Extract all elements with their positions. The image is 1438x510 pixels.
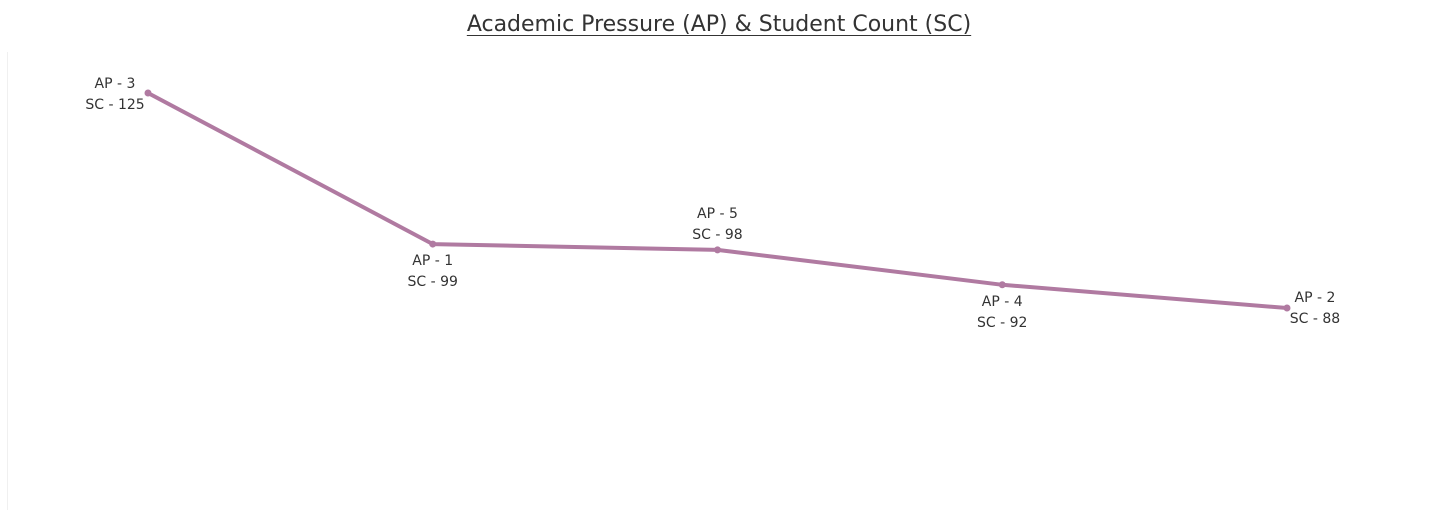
data-label-sc: SC - 99 (408, 274, 458, 290)
data-point-ap-3[interactable] (144, 89, 152, 97)
data-label-ap: AP - 5 (697, 206, 738, 222)
data-label-ap: AP - 4 (982, 294, 1023, 310)
data-point-ap-4[interactable] (998, 281, 1006, 289)
chart-title: Academic Pressure (AP) & Student Count (… (466, 12, 972, 37)
data-point-ap-5[interactable] (714, 246, 721, 254)
data-label-sc: SC - 88 (1290, 311, 1340, 327)
label-layer: AP - 3 SC - 125 AP - 1 SC - 99 AP - 5 SC - 98… (85, 76, 1340, 331)
data-label-ap: AP - 3 (95, 76, 136, 92)
data-label-ap: AP - 1 (412, 253, 453, 269)
data-label-sc: SC - 98 (692, 227, 742, 243)
data-label-sc: SC - 125 (85, 97, 144, 113)
data-label-sc: SC - 92 (977, 315, 1027, 331)
data-point-ap-2[interactable] (1283, 304, 1291, 312)
data-label-ap: AP - 2 (1295, 290, 1336, 306)
series-layer (144, 89, 1291, 312)
data-point-ap-1[interactable] (429, 240, 437, 248)
series-line (146, 91, 1289, 310)
